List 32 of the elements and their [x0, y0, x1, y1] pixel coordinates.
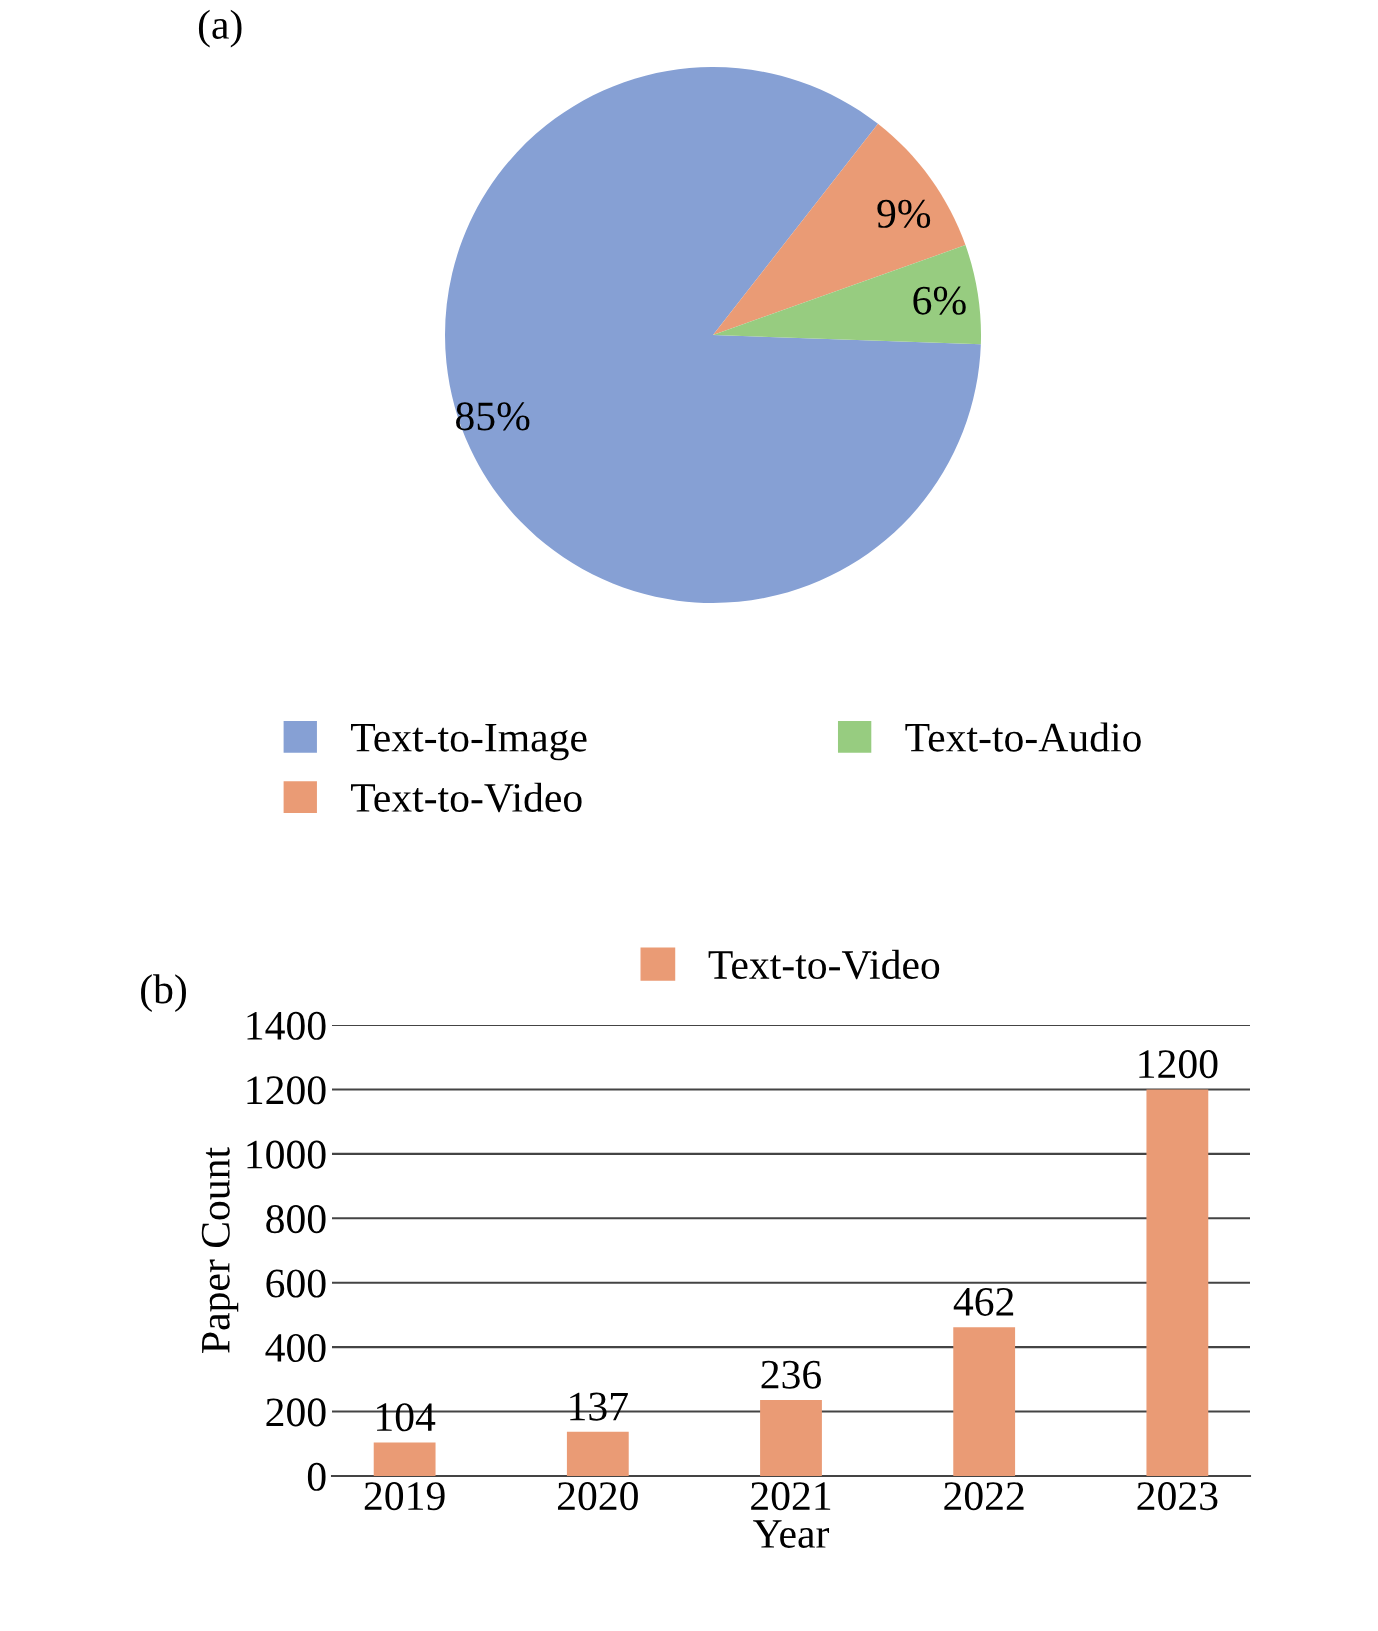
chart-title: (b): [141, 974, 186, 1013]
x-tick-label: 2019: [364, 1482, 445, 1511]
x-tick-label: 2020: [557, 1482, 638, 1511]
y-tick-label: 0: [307, 1462, 326, 1491]
y-axis-title: Paper Count: [201, 1147, 239, 1353]
y-tick-label: 1200: [247, 1076, 326, 1105]
x-tick-label: 2023: [1137, 1482, 1218, 1511]
x-tick-label: 2021: [751, 1482, 831, 1511]
data-label: 9%: [877, 199, 931, 228]
y-tick-label: 1400: [247, 1011, 326, 1040]
y-tick-label: 400: [265, 1333, 326, 1363]
data-label: 85%: [456, 402, 530, 431]
legend-label: Text-to-Video: [708, 949, 940, 980]
data-label: 6%: [913, 286, 966, 315]
bar: [760, 1399, 822, 1476]
legend-label: Text-to-Image: [351, 724, 587, 761]
data-label: 236: [761, 1360, 822, 1389]
chart-title: (a): [198, 9, 242, 48]
legend-label: Text-to-Video: [351, 782, 582, 813]
y-tick-label: 1000: [247, 1140, 326, 1169]
data-label: 1200: [1139, 1050, 1218, 1079]
legend-label: Text-to-Audio: [905, 722, 1141, 752]
y-tick-label: 800: [266, 1205, 326, 1234]
x-tick-label: 2022: [944, 1482, 1024, 1511]
y-tick-label: 200: [266, 1398, 326, 1427]
bar: [1146, 1089, 1209, 1476]
y-tick-label: 600: [266, 1269, 326, 1298]
x-axis-title: Year: [753, 1520, 830, 1548]
data-label: 462: [953, 1287, 1014, 1316]
bar: [566, 1431, 629, 1476]
bar: [373, 1442, 436, 1476]
bar: [953, 1327, 1016, 1476]
